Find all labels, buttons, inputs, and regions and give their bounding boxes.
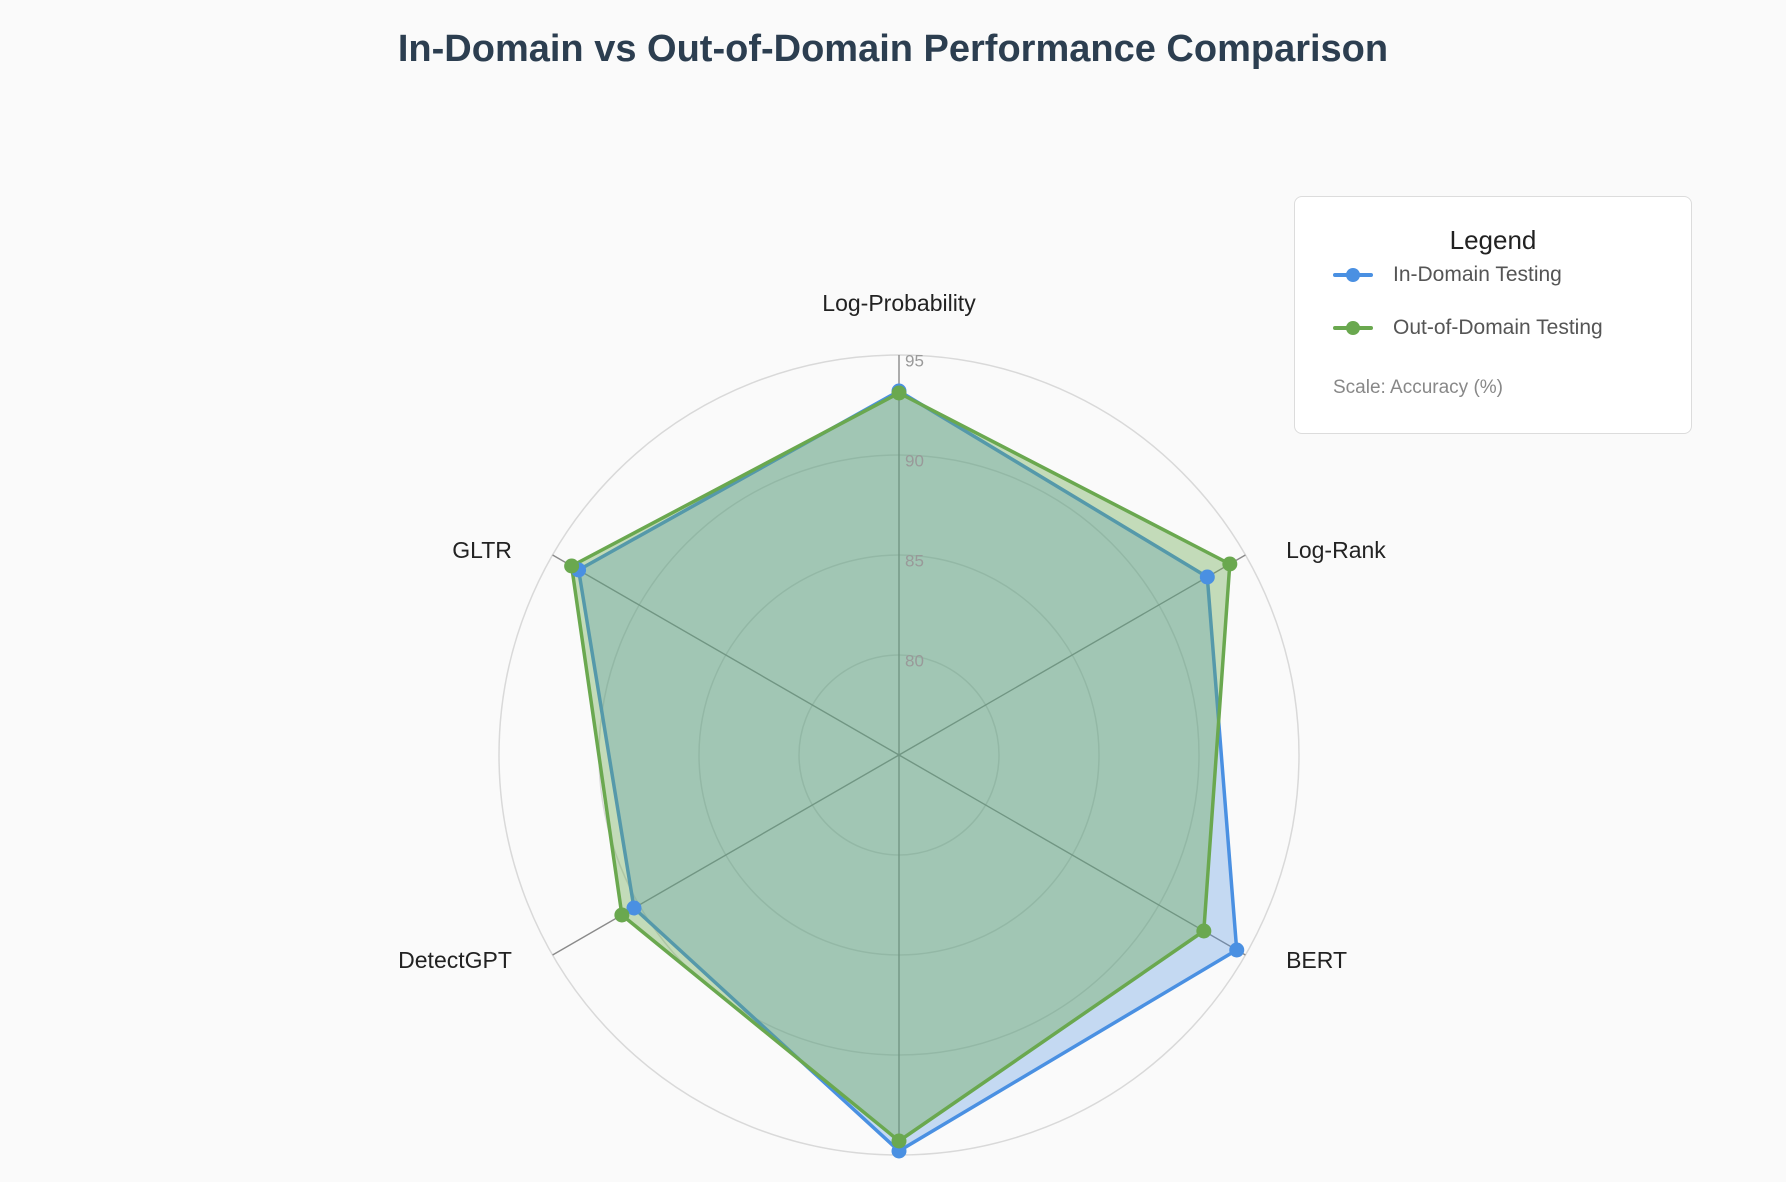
category-label-gltr: GLTR: [452, 537, 512, 563]
tick-label-90: 90: [905, 452, 924, 471]
point-out-of-domain-testing-log-probability[interactable]: [891, 385, 907, 401]
point-out-of-domain-testing-bert[interactable]: [1196, 923, 1212, 939]
legend-swatch-in-domain: [1333, 260, 1373, 290]
category-label-bert: BERT: [1286, 947, 1347, 973]
series-area-out-of-domain-testing: [569, 391, 1232, 1143]
legend-label-out-of-domain: Out-of-Domain Testing: [1393, 316, 1603, 339]
legend-item-in-domain[interactable]: In-Domain Testing: [1333, 260, 1562, 290]
tick-label-95: 95: [905, 352, 924, 371]
radar-labels: 80859095Log-ProbabilityLog-RankBERTTrain…: [398, 290, 1386, 973]
legend: Legend In-Domain Testing Out-of-Domain T…: [1294, 196, 1692, 434]
spoke-detectgpt: [552, 754, 900, 956]
point-out-of-domain-testing-gltr[interactable]: [564, 558, 580, 574]
tick-label-85: 85: [905, 552, 924, 571]
legend-label-in-domain: In-Domain Testing: [1393, 263, 1562, 286]
legend-swatch-out-of-domain: [1333, 313, 1373, 343]
spoke-gltr: [552, 554, 900, 756]
spoke-log-rank: [898, 554, 1246, 756]
point-out-of-domain-testing-trained-detector[interactable]: [891, 1133, 907, 1149]
category-label-log-rank: Log-Rank: [1286, 537, 1386, 563]
category-label-detectgpt: DetectGPT: [398, 947, 512, 973]
radar-series: [564, 383, 1245, 1159]
radar-grid: [498, 354, 1300, 1156]
tick-label-80: 80: [905, 652, 924, 671]
legend-scale-note: Scale: Accuracy (%): [1333, 377, 1503, 398]
point-in-domain-testing-detectgpt[interactable]: [626, 900, 642, 916]
spoke-bert: [898, 754, 1246, 956]
point-out-of-domain-testing-log-rank[interactable]: [1222, 556, 1238, 572]
point-out-of-domain-testing-detectgpt[interactable]: [614, 907, 630, 923]
legend-item-out-of-domain[interactable]: Out-of-Domain Testing: [1333, 313, 1603, 343]
point-in-domain-testing-log-rank[interactable]: [1199, 569, 1215, 585]
legend-title: Legend: [1449, 225, 1537, 255]
chart-title: In-Domain vs Out-of-Domain Performance C…: [397, 28, 1389, 70]
category-label-log-probability: Log-Probability: [822, 290, 976, 316]
point-in-domain-testing-bert[interactable]: [1229, 942, 1245, 958]
